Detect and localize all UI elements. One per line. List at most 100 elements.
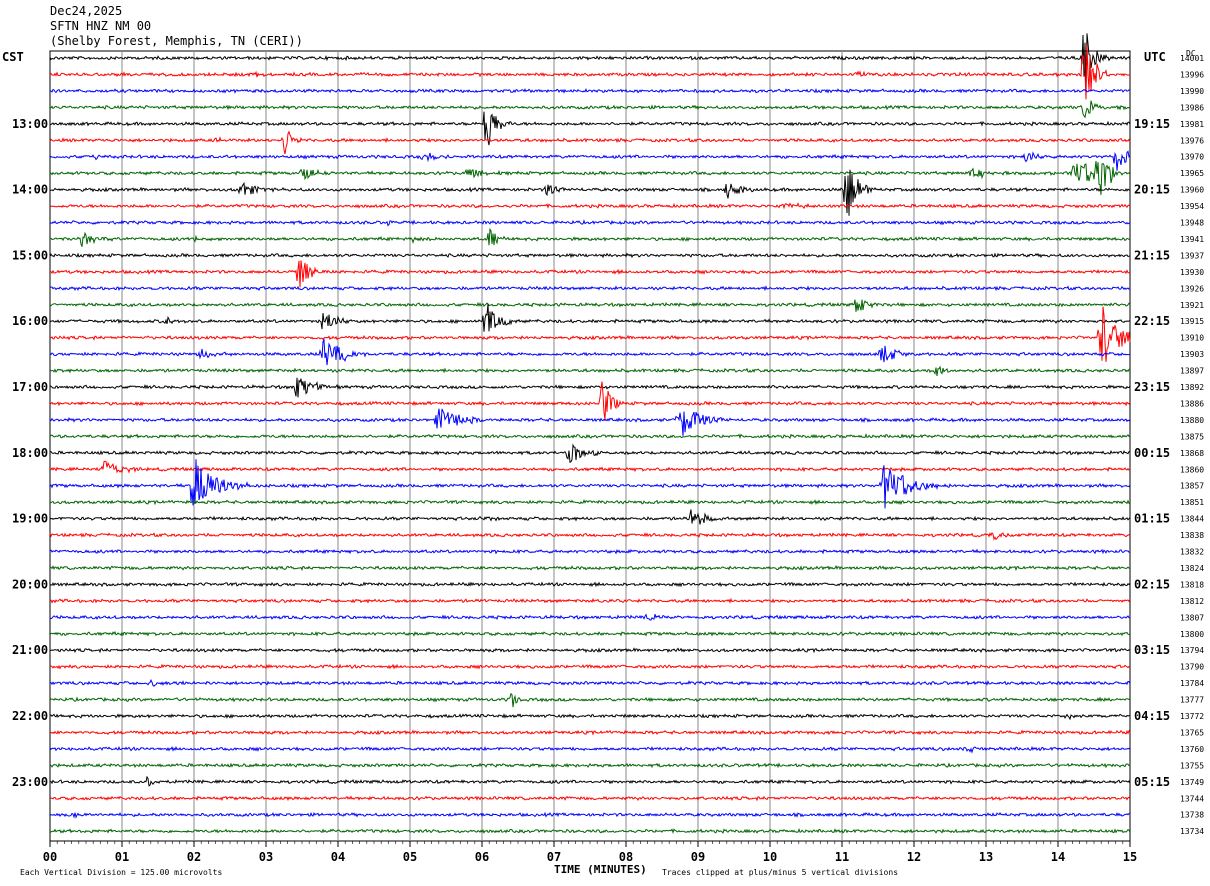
dc-offset-label: 13749 [1180, 778, 1204, 787]
dc-offset-label: 13777 [1180, 696, 1204, 705]
dc-offset-label: 13897 [1180, 367, 1204, 376]
x-tick-label: 01 [115, 850, 129, 864]
dc-offset-label: 13807 [1180, 613, 1204, 622]
x-tick-label: 13 [979, 850, 993, 864]
x-tick-label: 11 [835, 850, 849, 864]
trace-line [49, 433, 1131, 440]
x-tick-label: 09 [691, 850, 705, 864]
dc-offset-label: 13744 [1180, 794, 1204, 803]
dc-offset-label: 13941 [1180, 235, 1204, 244]
trace-line [49, 299, 1131, 312]
trace-line [49, 285, 1131, 292]
trace-line [49, 460, 1131, 474]
dc-offset-label: 13860 [1180, 465, 1204, 474]
dc-offset-label: 13824 [1180, 564, 1204, 573]
dc-offset-label: 13851 [1180, 498, 1204, 507]
dc-offset-label: 13818 [1180, 580, 1204, 589]
header-date: Dec24,2025 [50, 4, 122, 18]
header-station: SFTN HNZ NM 00 [50, 19, 151, 33]
label-group: 00 01 02 03 04 05 06 07 08 09 10 11 12 13 14 15 14001 139… [12, 54, 1204, 864]
dc-offset-label: 13930 [1180, 268, 1204, 277]
right-zone-label: UTC [1144, 50, 1166, 64]
trace-line [49, 408, 1131, 436]
trace-line [49, 44, 1131, 100]
dc-offset-label: 13960 [1180, 186, 1204, 195]
trace-line [49, 647, 1131, 654]
dc-offset-label: 13990 [1180, 87, 1204, 96]
left-hour-label: 13:00 [12, 117, 48, 131]
right-hour-label: 19:15 [1134, 117, 1170, 131]
dc-offset-label: 13981 [1180, 120, 1204, 129]
left-hour-label: 19:00 [12, 512, 48, 526]
plot-frame [49, 50, 1131, 842]
dc-offset-label: 13765 [1180, 728, 1204, 737]
left-hour-label: 17:00 [12, 380, 48, 394]
x-tick-label: 06 [475, 850, 489, 864]
dc-offset-label: 13868 [1180, 449, 1204, 458]
count-header: DC [1186, 49, 1196, 58]
trace-line [49, 88, 1131, 94]
trace-line [49, 811, 1131, 819]
trace-line [49, 252, 1131, 259]
trace-line [49, 443, 1130, 464]
x-tick-label: 05 [403, 850, 417, 864]
right-hour-label: 04:15 [1134, 709, 1170, 723]
trace-line [49, 630, 1131, 637]
footer-clip-note: Traces clipped at plus/minus 5 vertical … [662, 868, 898, 877]
dc-offset-label: 14001 [1180, 54, 1204, 63]
right-hour-label: 01:15 [1134, 512, 1170, 526]
left-hour-label: 16:00 [12, 314, 48, 328]
dc-offset-label: 13812 [1180, 597, 1204, 606]
left-hour-label: 14:00 [12, 183, 48, 197]
trace-line [49, 150, 1131, 171]
trace-line [49, 548, 1131, 555]
x-tick-label: 07 [547, 850, 561, 864]
trace-line [49, 33, 1131, 87]
dc-offset-label: 13734 [1180, 827, 1204, 836]
right-hour-label: 23:15 [1134, 380, 1170, 394]
x-axis-title: TIME (MINUTES) [554, 863, 647, 876]
trace-line [49, 260, 1131, 288]
trace-group [49, 33, 1131, 834]
right-hour-label: 05:15 [1134, 775, 1170, 789]
dc-offset-label: 13886 [1180, 399, 1204, 408]
x-tick-label: 15 [1123, 850, 1137, 864]
trace-line [49, 100, 1131, 119]
trace-line [49, 377, 1131, 398]
x-tick-label: 03 [259, 850, 273, 864]
dc-offset-label: 13903 [1180, 350, 1204, 359]
dc-offset-label: 13965 [1180, 169, 1204, 178]
right-hour-label: 00:15 [1134, 446, 1170, 460]
left-hour-label: 20:00 [12, 577, 48, 591]
x-tick-label: 10 [763, 850, 777, 864]
trace-line [49, 729, 1131, 736]
trace-line [49, 169, 1131, 216]
dc-offset-label: 13915 [1180, 317, 1204, 326]
trace-line [49, 219, 1131, 227]
dc-offset-label: 13996 [1180, 70, 1204, 79]
dc-offset-label: 13832 [1180, 548, 1204, 557]
trace-line [49, 531, 1131, 541]
trace-line [49, 306, 1131, 362]
trace-line [49, 597, 1131, 604]
dc-offset-label: 13760 [1180, 745, 1204, 754]
left-hour-label: 21:00 [12, 643, 48, 657]
trace-line [49, 663, 1131, 670]
left-hour-label: 18:00 [12, 446, 48, 460]
dc-offset-label: 13875 [1180, 432, 1204, 441]
footer-scale-note: Each Vertical Division = 125.00 microvol… [20, 868, 222, 877]
dc-offset-label: 13790 [1180, 663, 1204, 672]
dc-offset-label: 13926 [1180, 284, 1204, 293]
dc-offset-label: 13921 [1180, 301, 1204, 310]
dc-offset-label: 13857 [1180, 482, 1204, 491]
trace-line [49, 202, 1131, 210]
trace-line [49, 692, 1131, 708]
trace-line [49, 499, 1131, 506]
dc-offset-label: 13986 [1180, 103, 1204, 112]
x-tick-label: 00 [43, 850, 57, 864]
right-hour-label: 22:15 [1134, 314, 1170, 328]
left-hour-label: 22:00 [12, 709, 48, 723]
dc-offset-label: 13794 [1180, 646, 1204, 655]
trace-line [49, 762, 1131, 769]
